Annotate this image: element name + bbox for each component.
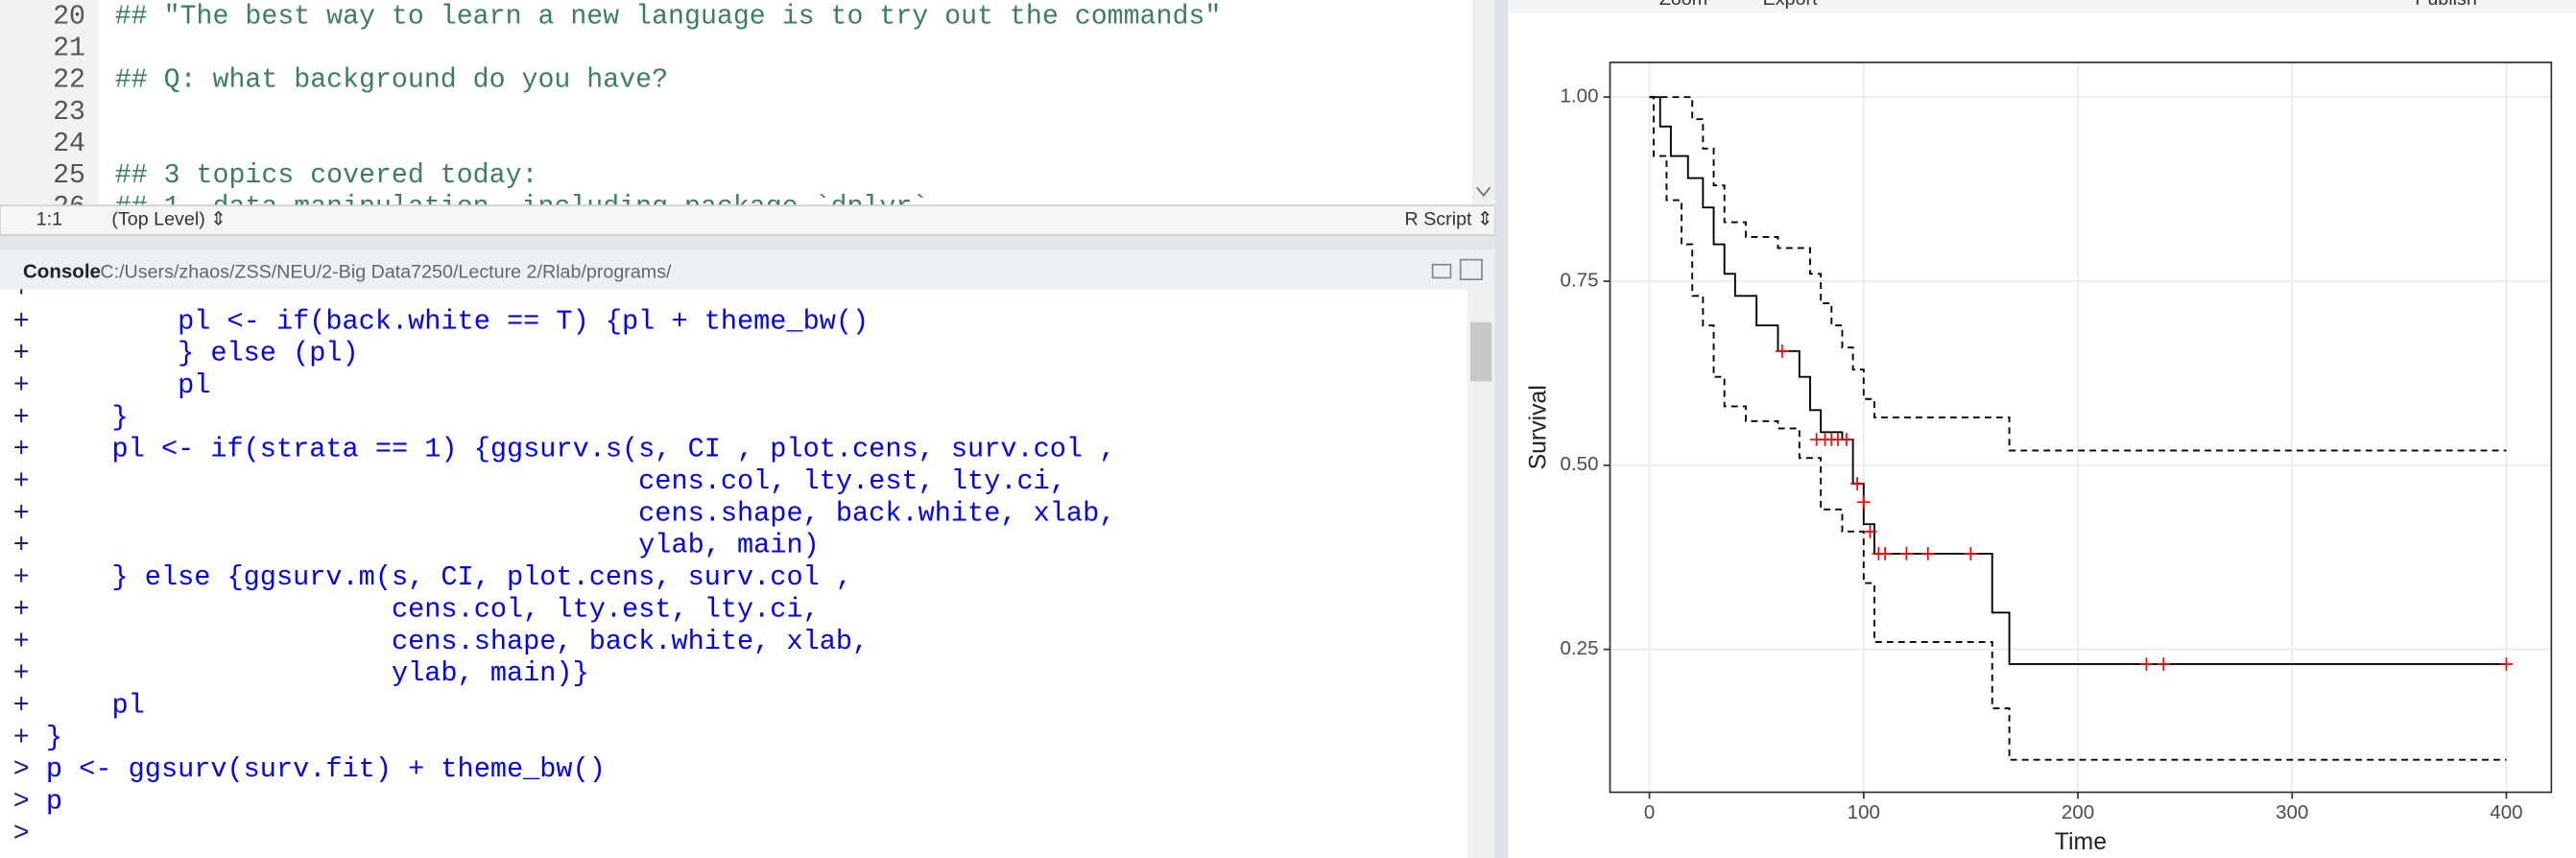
- console-prompt: +: [13, 465, 30, 497]
- x-tick-label: 400: [2490, 801, 2522, 823]
- line-number: 24: [53, 129, 85, 159]
- console-code: pl <- if(strata == 1) {ggsurv.s(s, CI , …: [46, 434, 1115, 465]
- console-prompt: +: [13, 626, 30, 657]
- console-prompt: +: [13, 722, 30, 753]
- console-prompt: +: [13, 338, 30, 369]
- line-number: 23: [53, 97, 85, 128]
- console-code: ylab, main)}: [46, 657, 589, 689]
- minimize-button[interactable]: [1431, 263, 1452, 279]
- censor-mark: [1899, 547, 1914, 560]
- status-bar: [0, 204, 1496, 236]
- code-line: ## Q: what background do you have?: [115, 65, 668, 96]
- console-prompt: +: [13, 561, 30, 593]
- console-prompt: +: [13, 369, 30, 401]
- editor-pane: [0, 0, 1495, 206]
- filetype-menu[interactable]: R Script ⇕: [1405, 209, 1493, 230]
- scroll-thumb[interactable]: [1470, 322, 1492, 382]
- console-code: pl <- if(back.white == T) {pl + theme_bw…: [46, 305, 869, 337]
- censor-mark: [1863, 525, 1877, 538]
- censor-mark: [1920, 547, 1935, 560]
- censor-mark: [1878, 547, 1892, 560]
- console-code: cens.shape, back.white, xlab,: [46, 497, 1115, 529]
- panel-border: [1609, 61, 2553, 794]
- export-button[interactable]: Export: [1763, 0, 1818, 10]
- console-prompt: +: [13, 530, 30, 561]
- console-code: p <- ggsurv(surv.fit) + theme_bw(): [46, 753, 606, 785]
- publish-button[interactable]: Publish: [2415, 0, 2477, 10]
- code-line: ## 3 topics covered today:: [115, 160, 538, 191]
- censor-mark: [1856, 495, 1871, 510]
- console-prompt: +: [13, 593, 30, 625]
- line-number: 26: [53, 192, 85, 223]
- censor-mark: [1840, 433, 1853, 446]
- console-prompt: >: [13, 753, 30, 785]
- console-path: C:/Users/zhaos/ZSS/NEU/2-Big Data7250/Le…: [100, 261, 672, 282]
- survival-curve: [1649, 96, 2507, 761]
- plot: 0.25 0.50 0.75 1.00 0 100 200 300 400 Time Surviva…: [1525, 61, 2553, 855]
- console-code: cens.shape, back.white, xlab,: [46, 626, 869, 657]
- x-tick-label: 200: [2062, 801, 2094, 823]
- console-prompt: +: [13, 497, 30, 529]
- y-axis-title: Survival: [1525, 385, 1551, 469]
- console-code: } else (pl): [46, 338, 359, 369]
- splitter[interactable]: [1494, 0, 1509, 858]
- editor-text: 20 ## "The best way to learn a new langua…: [53, 2, 1221, 223]
- zoom-button[interactable]: Zoom: [1659, 0, 1707, 10]
- x-tick-label: 0: [1644, 801, 1655, 823]
- plot-pane: [1508, 12, 2576, 858]
- console-prompt: >: [13, 818, 30, 849]
- console-code: pl: [46, 689, 145, 721]
- console-pane: [0, 289, 1495, 858]
- console-prompt: +: [13, 401, 30, 433]
- console-code: }: [46, 722, 62, 753]
- console-code: }: [46, 401, 129, 433]
- y-tick-label: 0.50: [1561, 453, 1599, 475]
- editor-scrollbar[interactable]: [1471, 0, 1495, 206]
- y-tick-label: 1.00: [1561, 85, 1599, 107]
- censor-mark: [1850, 477, 1864, 490]
- console-scrollbar[interactable]: [1467, 289, 1495, 858]
- line-number: 25: [53, 160, 85, 191]
- survival-curve: [1649, 96, 2507, 452]
- censor-mark: [1776, 345, 1789, 358]
- line-number: 22: [53, 65, 85, 96]
- console-prompt: +: [13, 274, 30, 305]
- console-prompt: +: [13, 434, 30, 465]
- line-number: 20: [53, 2, 85, 33]
- x-tick-label: 100: [1848, 801, 1880, 823]
- console-tab[interactable]: Console: [23, 261, 101, 283]
- cursor-position: 1:1: [36, 209, 62, 230]
- scope-menu[interactable]: (Top Level) ⇕: [111, 209, 226, 230]
- censor-mark: [2139, 657, 2154, 671]
- y-tick-label: 0.75: [1561, 269, 1599, 291]
- y-tick-label: 0.25: [1561, 637, 1599, 659]
- maximize-button[interactable]: [1459, 258, 1483, 281]
- editor-gutter: [0, 0, 99, 206]
- censor-mark: [1964, 547, 1978, 560]
- console-prompt: +: [13, 689, 30, 721]
- console-header: [0, 250, 1495, 290]
- code-line: ## "The best way to learn a new language…: [115, 2, 1221, 33]
- console-prompt: >: [13, 785, 30, 817]
- console-code: cens.col, lty.est, lty.ci,: [46, 593, 820, 625]
- console-code: pl: [46, 369, 210, 401]
- console-code: } else {ggsurv.m(s, CI, plot.cens, surv.…: [46, 561, 852, 593]
- console-code: cens.col, lty.est, lty.ci,: [46, 465, 1066, 497]
- plot-toolbar: [1508, 0, 2576, 13]
- console-text: ++ pl <- if(back.white == T) {pl + theme…: [13, 274, 1116, 849]
- censor-mark: [2157, 657, 2171, 671]
- x-axis-title: Time: [2055, 829, 2107, 855]
- console-prompt: +: [13, 305, 30, 337]
- scroll-down-arrow[interactable]: [1476, 186, 1491, 198]
- censor-mark: [2499, 657, 2514, 671]
- line-number: 21: [53, 34, 85, 64]
- x-tick-label: 300: [2276, 801, 2308, 823]
- console-code: p: [46, 785, 62, 817]
- console-code: ylab, main): [46, 530, 820, 561]
- code-line: ## 1. data manipulation, including packa…: [115, 192, 928, 223]
- console-prompt: +: [13, 657, 30, 689]
